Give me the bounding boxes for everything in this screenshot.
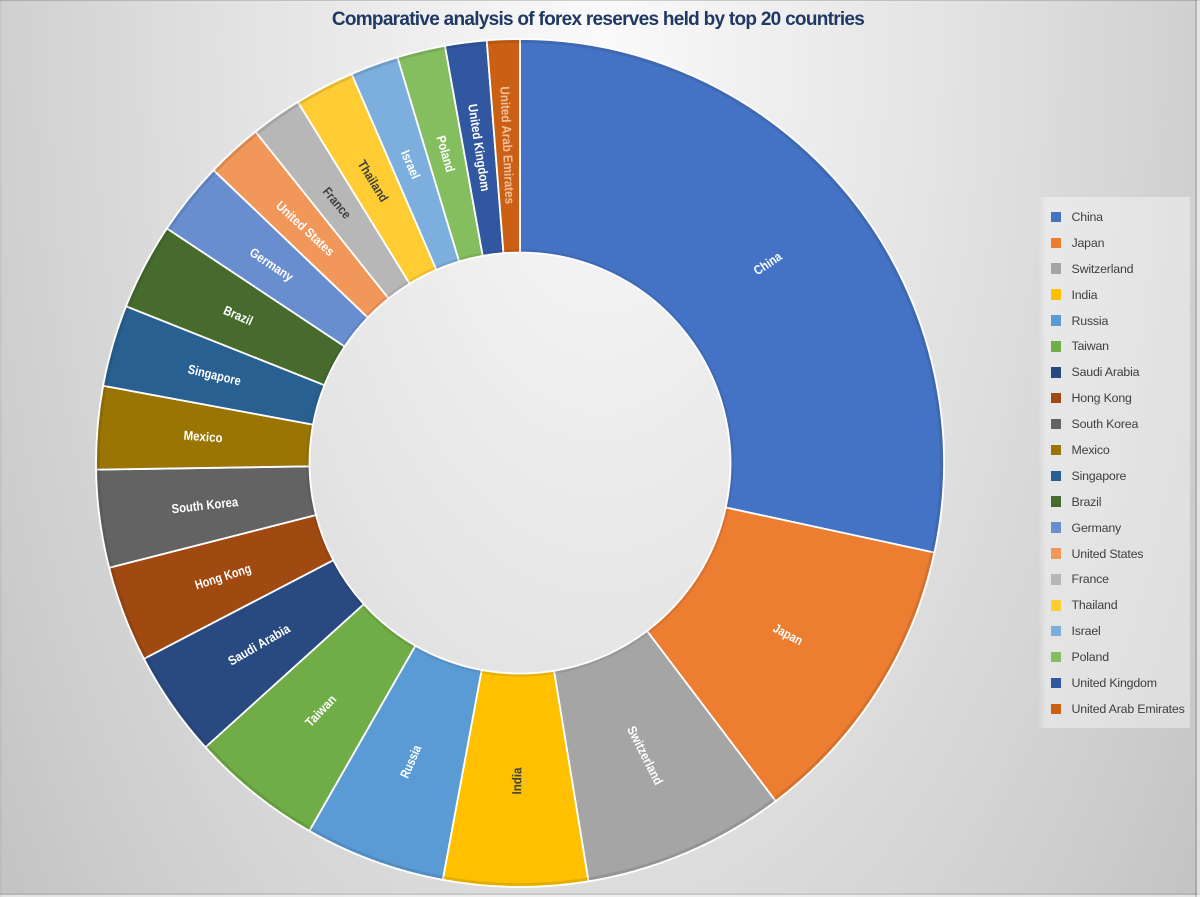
- svg-text:India: India: [509, 767, 524, 795]
- svg-text:Mexico: Mexico: [183, 428, 223, 446]
- svg-text:United Arab Emirates: United Arab Emirates: [497, 86, 517, 204]
- svg-text:South Korea: South Korea: [171, 494, 240, 516]
